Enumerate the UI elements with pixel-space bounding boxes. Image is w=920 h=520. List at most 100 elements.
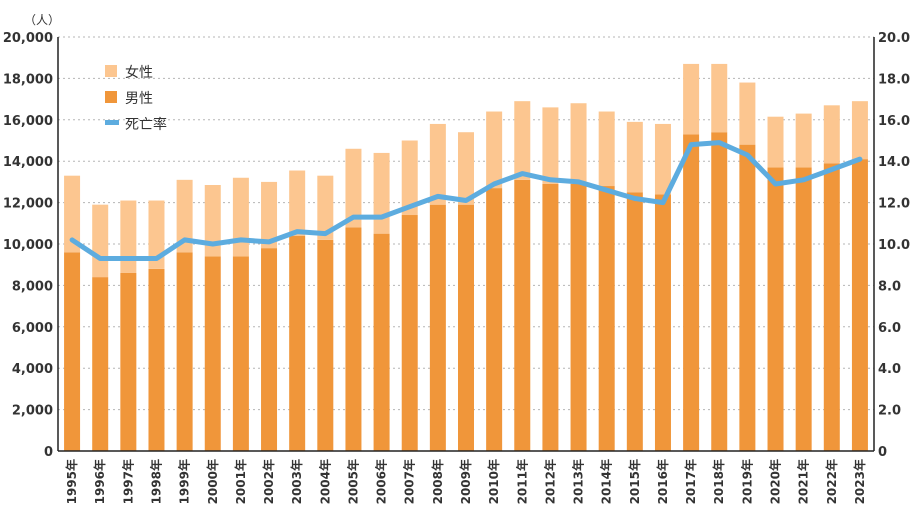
x-tick: 2011年 <box>514 459 529 504</box>
x-tick: 1997年 <box>120 459 135 504</box>
y-tick-right: 8.0 <box>878 279 901 294</box>
bar-male <box>626 192 643 451</box>
bar-female <box>120 200 137 273</box>
bar-female <box>204 185 221 257</box>
y-tick-right: 10.0 <box>878 238 910 253</box>
x-tick: 2019年 <box>739 459 754 504</box>
x-tick: 2016年 <box>655 459 670 504</box>
y-tick-left: 18,000 <box>3 72 53 87</box>
y-tick-right: 0 <box>878 445 887 460</box>
y-axis-unit: （人） <box>24 13 60 27</box>
bar-female <box>626 121 643 193</box>
bar-male <box>429 204 446 451</box>
y-tick-left: 6,000 <box>12 321 53 336</box>
x-tick: 2017年 <box>683 459 698 504</box>
gridlines <box>58 36 874 411</box>
bar-male <box>570 183 587 451</box>
y-tick-right: 12.0 <box>878 197 910 212</box>
bar-male <box>120 272 137 451</box>
bar-female <box>739 82 756 145</box>
x-tick: 2013年 <box>571 459 586 504</box>
x-axis-ticks: 1995年 1996年 1997年 1998年 1999年 2000年 2001年 2002年… <box>64 459 867 504</box>
bar-female <box>64 175 81 253</box>
x-tick: 2009年 <box>458 459 473 504</box>
bars <box>64 63 868 452</box>
bar-male <box>401 215 418 451</box>
x-tick: 1996年 <box>92 459 107 504</box>
y-tick-right: 18.0 <box>878 72 910 87</box>
legend-swatch-male <box>105 91 117 103</box>
y-axis-right-ticks: 0 2.0 4.0 6.0 8.0 10.0 12.0 14.0 16.0 18.0 20.0 <box>878 31 910 460</box>
bar-female <box>289 170 306 236</box>
x-tick: 2003年 <box>289 459 304 504</box>
bar-female <box>345 148 362 228</box>
bar-female <box>261 181 278 249</box>
bar-female <box>795 113 812 168</box>
x-tick: 2007年 <box>402 459 417 504</box>
legend-label: 男性 <box>125 91 153 107</box>
y-tick-left: 12,000 <box>3 197 53 212</box>
bar-female <box>570 103 587 184</box>
x-tick: 2000年 <box>205 459 220 504</box>
bar-male <box>289 235 306 451</box>
bar-male <box>767 167 784 451</box>
bar-male <box>514 179 531 451</box>
y-tick-left: 0 <box>44 445 53 460</box>
y-tick-right: 2.0 <box>878 404 901 419</box>
axes <box>57 37 875 452</box>
bar-female <box>851 101 868 160</box>
y-tick-left: 16,000 <box>3 114 53 129</box>
bar-female <box>373 152 390 234</box>
bar-male <box>683 134 700 452</box>
bar-female <box>92 204 109 278</box>
legend-label: 女性 <box>125 64 153 81</box>
x-tick: 2022年 <box>824 459 839 504</box>
bar-female <box>176 179 193 253</box>
bar-male <box>739 144 756 451</box>
y-tick-right: 16.0 <box>878 114 910 129</box>
x-tick: 2006年 <box>374 459 389 504</box>
y-tick-left: 4,000 <box>12 362 53 377</box>
legend-swatch-rate <box>105 120 119 125</box>
x-tick: 2005年 <box>345 459 360 504</box>
bar-female <box>683 63 700 135</box>
bar-female <box>598 111 615 187</box>
y-tick-left: 8,000 <box>12 279 53 294</box>
x-tick: 2002年 <box>261 459 276 504</box>
bar-male <box>261 248 278 451</box>
bar-male <box>711 132 728 451</box>
bar-female <box>317 175 334 240</box>
y-tick-right: 4.0 <box>878 362 901 377</box>
bar-male <box>204 256 221 451</box>
x-tick: 1995年 <box>64 459 79 504</box>
y-tick-right: 20.0 <box>878 31 910 46</box>
x-tick: 1999年 <box>177 459 192 504</box>
y-tick-left: 20,000 <box>3 31 53 46</box>
y-tick-right: 6.0 <box>878 321 901 336</box>
x-tick: 2014年 <box>599 459 614 504</box>
y-tick-right: 14.0 <box>878 155 910 170</box>
x-tick: 2001年 <box>233 459 248 504</box>
bar-female <box>542 107 559 184</box>
bar-male <box>795 167 812 451</box>
y-axis-left-ticks: 0 2,000 4,000 6,000 8,000 10,000 12,000 14,000 1… <box>3 31 53 460</box>
legend-label: 死亡率 <box>125 116 167 133</box>
bar-female <box>401 140 418 216</box>
bar-female <box>429 123 446 205</box>
bar-female <box>148 200 165 269</box>
bar-female <box>823 105 840 164</box>
x-tick: 2010年 <box>486 459 501 504</box>
bar-female <box>711 63 728 133</box>
bar-male <box>148 268 165 451</box>
bar-female <box>654 123 671 195</box>
bar-female <box>232 177 249 257</box>
y-tick-left: 2,000 <box>12 404 53 419</box>
rate-line <box>69 140 863 261</box>
bar-male <box>176 252 193 451</box>
bar-male <box>345 227 362 451</box>
bar-male <box>317 239 334 451</box>
x-tick: 2004年 <box>317 459 332 504</box>
bar-male <box>373 233 390 451</box>
bar-male <box>92 277 109 451</box>
